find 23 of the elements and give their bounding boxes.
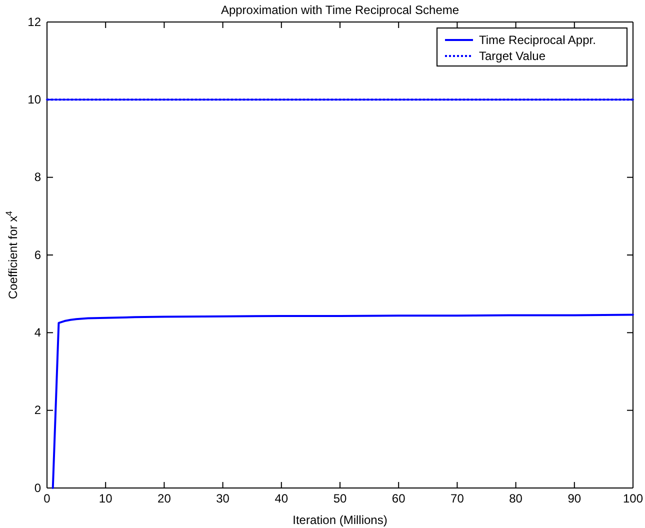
x-tick-label: 80 (509, 492, 523, 506)
legend-label: Target Value (479, 49, 546, 63)
y-tick-label: 10 (28, 92, 42, 107)
x-tick-label: 20 (158, 492, 172, 506)
x-tick-label: 30 (216, 492, 230, 506)
x-tick-label: 40 (274, 492, 288, 506)
x-axis-title: Iteration (Millions) (292, 513, 388, 527)
y-tick-label: 0 (34, 480, 42, 495)
x-tick-label: 10 (98, 492, 113, 506)
y-tick-label: 8 (34, 170, 42, 184)
x-tick-label: 50 (333, 492, 347, 506)
y-tick-label: 6 (34, 248, 42, 262)
chart-title: Approximation with Time Reciprocal Scheme (220, 3, 460, 17)
x-tick-label: 0 (44, 492, 51, 506)
y-tick-label: 2 (34, 403, 42, 418)
x-tick-label: 60 (392, 492, 406, 506)
line-series (52, 314, 634, 489)
y-tick-label: 12 (28, 14, 42, 29)
legend-label: Time Reciprocal Appr. (479, 33, 596, 47)
y-tick-label: 4 (34, 326, 42, 340)
x-tick-label: 70 (450, 492, 464, 506)
x-tick-label: 100 (622, 492, 644, 506)
x-tick-label: 90 (568, 492, 582, 506)
